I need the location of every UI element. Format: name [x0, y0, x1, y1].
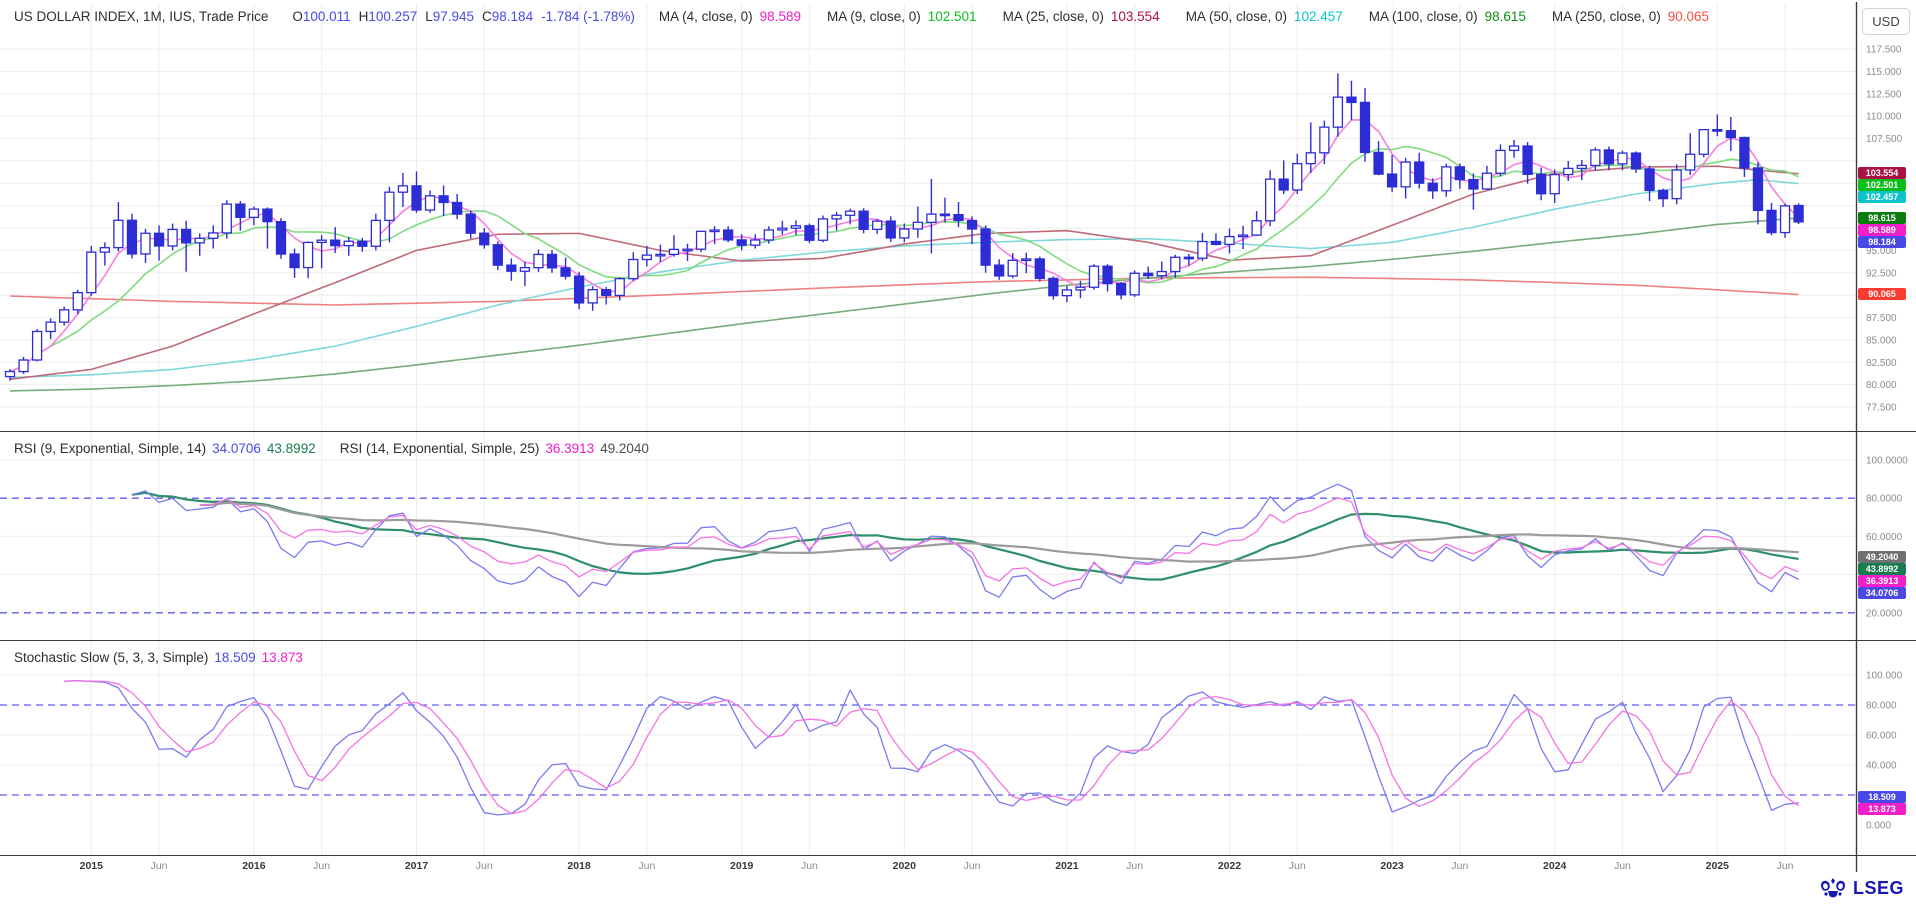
axis-value-badge: 103.554 — [1858, 167, 1906, 180]
svg-text:60.0000: 60.0000 — [1866, 532, 1903, 543]
svg-text:85.000: 85.000 — [1866, 335, 1897, 346]
svg-text:92.500: 92.500 — [1866, 268, 1897, 279]
svg-text:77.500: 77.500 — [1866, 403, 1897, 414]
svg-text:60.000: 60.000 — [1866, 731, 1897, 742]
svg-text:112.500: 112.500 — [1866, 89, 1902, 100]
svg-text:Jun: Jun — [476, 860, 493, 872]
svg-text:Jun: Jun — [1126, 860, 1143, 872]
axis-tick-labels: 117.500115.000112.500110.000107.50097.50… — [1866, 45, 1908, 832]
axis-value-badge: 90.065 — [1858, 288, 1906, 301]
axis-value-badge: 43.8992 — [1858, 562, 1906, 575]
svg-text:Jun: Jun — [1614, 860, 1631, 872]
candlestick-series — [4, 73, 1804, 381]
svg-text:2023: 2023 — [1380, 860, 1404, 872]
axis-value-badge: 98.184 — [1858, 235, 1906, 248]
svg-text:Jun: Jun — [151, 860, 168, 872]
svg-text:2021: 2021 — [1055, 860, 1079, 872]
lseg-wordmark: LSEG — [1852, 877, 1904, 898]
svg-text:110.000: 110.000 — [1866, 112, 1902, 123]
axis-value-badge: 36.3913 — [1858, 574, 1906, 587]
svg-text:Jun: Jun — [1289, 860, 1306, 872]
svg-text:100.000: 100.000 — [1866, 671, 1903, 682]
panel-separators — [0, 2, 1916, 872]
svg-text:95.000: 95.000 — [1866, 246, 1897, 257]
axis-value-badge: 13.873 — [1858, 802, 1906, 815]
svg-text:2017: 2017 — [405, 860, 429, 872]
axis-value-badge: 98.589 — [1858, 223, 1906, 236]
axis-value-badge: 98.615 — [1858, 211, 1906, 224]
lseg-crest-icon — [1820, 878, 1845, 898]
lseg-logo: LSEG — [1818, 876, 1904, 900]
svg-text:80.000: 80.000 — [1866, 380, 1897, 391]
axis-value-badge: 18.509 — [1858, 790, 1906, 803]
svg-text:2022: 2022 — [1218, 860, 1242, 872]
svg-text:100.0000: 100.0000 — [1866, 456, 1908, 467]
axis-value-badge: 102.501 — [1858, 179, 1906, 192]
svg-text:Jun: Jun — [964, 860, 981, 872]
svg-text:115.000: 115.000 — [1866, 67, 1902, 78]
gridlines — [0, 4, 1856, 855]
axis-value-badge: 49.2040 — [1858, 550, 1906, 563]
svg-text:82.500: 82.500 — [1866, 358, 1897, 369]
svg-text:2020: 2020 — [893, 860, 917, 872]
svg-text:Jun: Jun — [801, 860, 818, 872]
svg-text:80.000: 80.000 — [1866, 701, 1897, 712]
svg-text:40.000: 40.000 — [1866, 761, 1897, 772]
svg-text:2015: 2015 — [80, 860, 104, 872]
svg-text:87.500: 87.500 — [1866, 313, 1897, 324]
svg-text:80.0000: 80.0000 — [1866, 494, 1903, 505]
svg-text:0.000: 0.000 — [1866, 821, 1891, 832]
svg-text:20.0000: 20.0000 — [1866, 608, 1903, 619]
svg-text:Jun: Jun — [313, 860, 330, 872]
x-axis-labels: 2015 Jun 2016 Jun 2017 Jun 2018 Jun 2019 Jun 2020 J… — [80, 860, 1794, 872]
svg-text:Jun: Jun — [1777, 860, 1794, 872]
svg-text:2025: 2025 — [1706, 860, 1730, 872]
svg-text:Jun: Jun — [638, 860, 655, 872]
svg-text:Jun: Jun — [1451, 860, 1468, 872]
svg-text:2019: 2019 — [730, 860, 754, 872]
svg-text:2016: 2016 — [242, 860, 266, 872]
svg-text:117.500: 117.500 — [1866, 45, 1902, 56]
axis-value-badge: 34.0706 — [1858, 586, 1906, 599]
svg-text:2024: 2024 — [1543, 860, 1567, 872]
currency-selector[interactable]: USD — [1862, 8, 1910, 35]
svg-text:107.500: 107.500 — [1866, 134, 1903, 145]
svg-text:2018: 2018 — [567, 860, 591, 872]
rsi-series — [131, 483, 1799, 600]
axis-value-badge: 102.457 — [1858, 191, 1906, 204]
stochastic-series — [64, 679, 1799, 816]
